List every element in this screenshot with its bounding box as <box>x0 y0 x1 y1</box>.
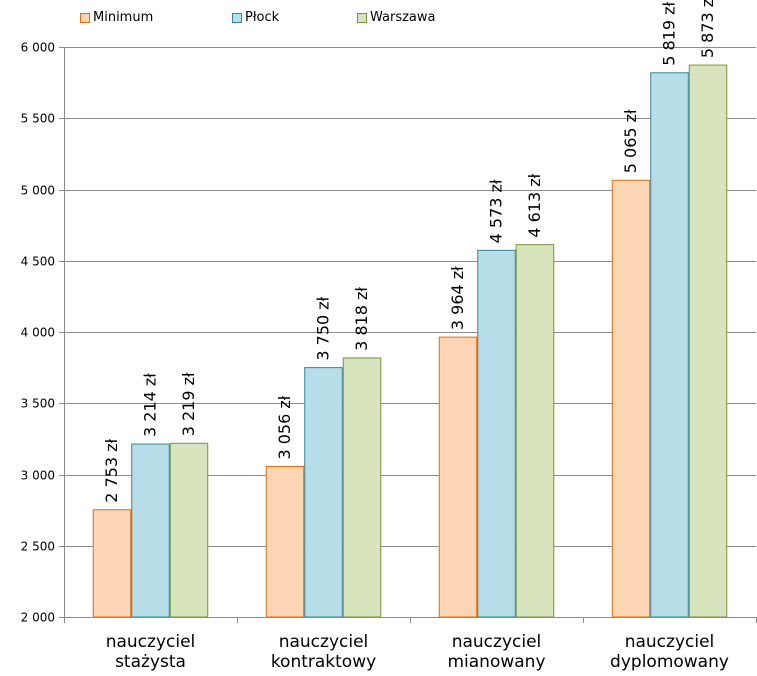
bar <box>304 367 343 618</box>
y-tick-label: 5 000 <box>21 184 55 198</box>
data-label: 3 818 zł <box>352 287 371 351</box>
y-tick-label: 2 500 <box>21 540 55 554</box>
x-category-label-line: mianowany <box>447 652 545 672</box>
x-category-label-line: nauczyciel <box>625 632 715 652</box>
x-category-label-line: stażysta <box>115 652 186 672</box>
y-tick-label: 6 000 <box>21 41 55 55</box>
x-category-label-line: kontraktowy <box>271 652 376 672</box>
y-axis: 2 000 2 500 3 000 3 500 4 000 4 500 5 000 5 500… <box>21 41 65 625</box>
bar <box>92 509 132 618</box>
y-tick-label: 4 000 <box>21 326 55 340</box>
bar <box>688 64 728 618</box>
y-tick-label: 4 500 <box>21 255 55 269</box>
bar <box>515 244 555 618</box>
data-label: 5 873 zł <box>698 0 717 58</box>
data-label: 5 065 zł <box>621 109 640 173</box>
legend-swatch-warszawa <box>357 12 367 23</box>
bar <box>438 336 478 618</box>
bar <box>477 249 516 618</box>
y-tick-label: 3 500 <box>21 397 55 411</box>
legend-swatch-plock <box>232 12 242 23</box>
bar <box>169 442 209 618</box>
bar <box>650 72 689 618</box>
bar <box>131 443 170 618</box>
x-category-label: nauczyciel kontraktowy <box>271 632 376 672</box>
data-label: 2 753 zł <box>102 438 121 502</box>
data-label: 5 819 zł <box>660 2 679 66</box>
data-label: 3 056 zł <box>275 395 294 459</box>
bar <box>611 179 651 618</box>
x-category-label: nauczyciel dyplomowany <box>610 632 729 672</box>
y-tick-label: 3 000 <box>21 469 55 483</box>
legend-label-minimum: Minimum <box>93 10 154 25</box>
y-tick-label: 5 500 <box>21 112 55 126</box>
data-label: 4 613 zł <box>525 173 544 237</box>
data-label: 3 219 zł <box>179 372 198 436</box>
legend-label-warszawa: Warszawa <box>370 10 436 25</box>
x-category-label: nauczyciel mianowany <box>447 632 545 672</box>
data-label: 3 214 zł <box>141 373 160 437</box>
x-category-label: nauczyciel stażysta <box>106 632 196 672</box>
x-category-label-line: nauczyciel <box>279 632 369 652</box>
legend-item-plock: Płock <box>232 10 279 25</box>
bars <box>92 64 728 618</box>
legend-swatch-minimum <box>80 12 90 23</box>
legend-label-plock: Płock <box>245 10 280 25</box>
data-label: 4 573 zł <box>487 179 506 243</box>
data-label: 3 964 zł <box>448 266 467 330</box>
data-labels: 2 753 zł 3 214 zł 3 219 zł 3 056 zł 3 750 zł… <box>102 0 717 503</box>
y-tick-label: 2 000 <box>21 611 55 625</box>
x-category-label-line: nauczyciel <box>106 632 196 652</box>
bar <box>265 466 305 618</box>
legend-item-minimum: Minimum <box>80 10 153 25</box>
bar <box>342 357 382 618</box>
legend-item-warszawa: Warszawa <box>357 10 436 25</box>
x-category-label-line: nauczyciel <box>452 632 542 652</box>
x-category-label-line: dyplomowany <box>610 652 729 672</box>
data-label: 3 750 zł <box>314 296 333 360</box>
